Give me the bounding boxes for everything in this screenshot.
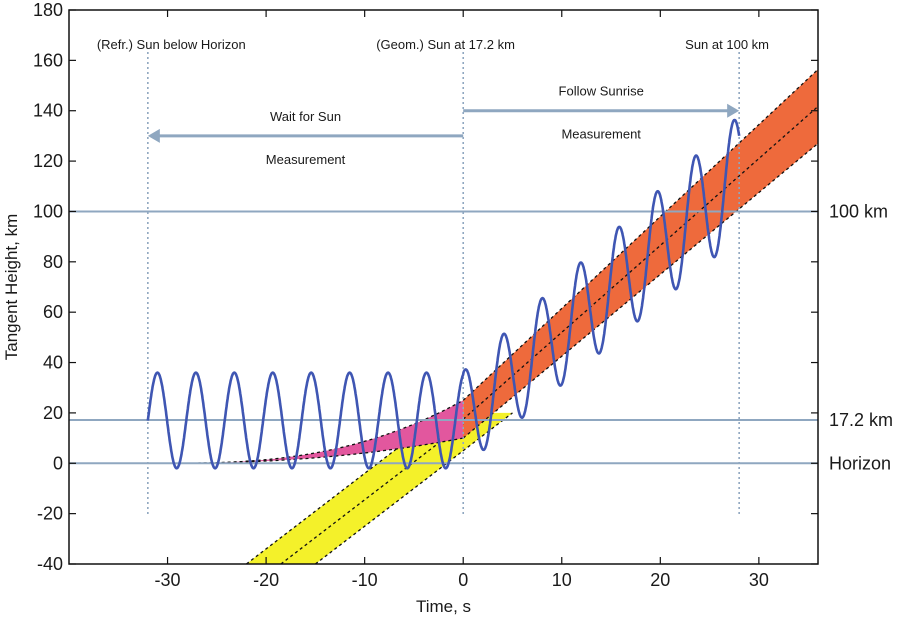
reference-line-label: 17.2 km: [829, 410, 893, 430]
axes-layer: -30 -20 -10 0 10 20 30 -40 -20 0 20 40 60 80 100 120 140…: [33, 0, 819, 590]
y-tick-label: 160: [33, 50, 63, 70]
phase-arrow-head: [727, 103, 740, 118]
y-tick-label: 40: [43, 353, 63, 373]
phase-arrow-label: Follow Sunrise: [559, 84, 644, 99]
y-tick-label: 60: [43, 302, 63, 322]
x-tick-label: -30: [155, 570, 181, 590]
event-label: Sun at 100 km: [685, 37, 769, 52]
x-tick-label: 10: [552, 570, 572, 590]
event-label: (Refr.) Sun below Horizon: [97, 37, 246, 52]
y-tick-label: 100: [33, 201, 63, 221]
y-tick-label: 0: [53, 453, 63, 473]
x-axis-label: Time, s: [416, 597, 471, 616]
bands-layer: [167, 68, 818, 564]
y-tick-label: 80: [43, 252, 63, 272]
x-tick-label: 20: [650, 570, 670, 590]
sunrise-band-center: [462, 105, 818, 420]
plot-frame: [68, 9, 819, 565]
y-axis-label: Tangent Height, km: [2, 214, 21, 360]
geometric-band: [246, 412, 513, 564]
measurement-trace: [146, 118, 741, 470]
y-tick-label: -20: [37, 504, 63, 524]
x-tick-label: 0: [458, 570, 468, 590]
y-tick-label: 20: [43, 403, 63, 423]
refracted-band: [167, 400, 464, 464]
y-tick-label: 140: [33, 101, 63, 121]
x-tick-label: -20: [253, 570, 279, 590]
reference-line-label: 100 km: [829, 201, 888, 221]
series-layer: [146, 118, 741, 470]
x-tick-label: 30: [749, 570, 769, 590]
x-tick-label: -10: [352, 570, 378, 590]
event-label: (Geom.) Sun at 17.2 km: [376, 37, 515, 52]
phase-arrow-label: Wait for Sun: [270, 109, 341, 124]
labels-layer: 100 km 17.2 km Horizon (Refr.) Sun below Ho…: [97, 37, 893, 473]
y-tick-label: 180: [33, 0, 63, 20]
arrows-layer: [147, 103, 740, 143]
y-tick-label: 120: [33, 151, 63, 171]
sunrise-band-lower-edge: [462, 142, 818, 439]
phase-arrow-label: Measurement: [561, 127, 641, 142]
phase-arrow-label: Measurement: [266, 152, 346, 167]
y-tick-label: -40: [37, 554, 63, 574]
sunrise-band: [463, 69, 818, 439]
sunrise-band-upper-edge: [462, 68, 818, 401]
phase-arrow-head: [147, 128, 160, 143]
reference-line-label: Horizon: [829, 453, 891, 473]
